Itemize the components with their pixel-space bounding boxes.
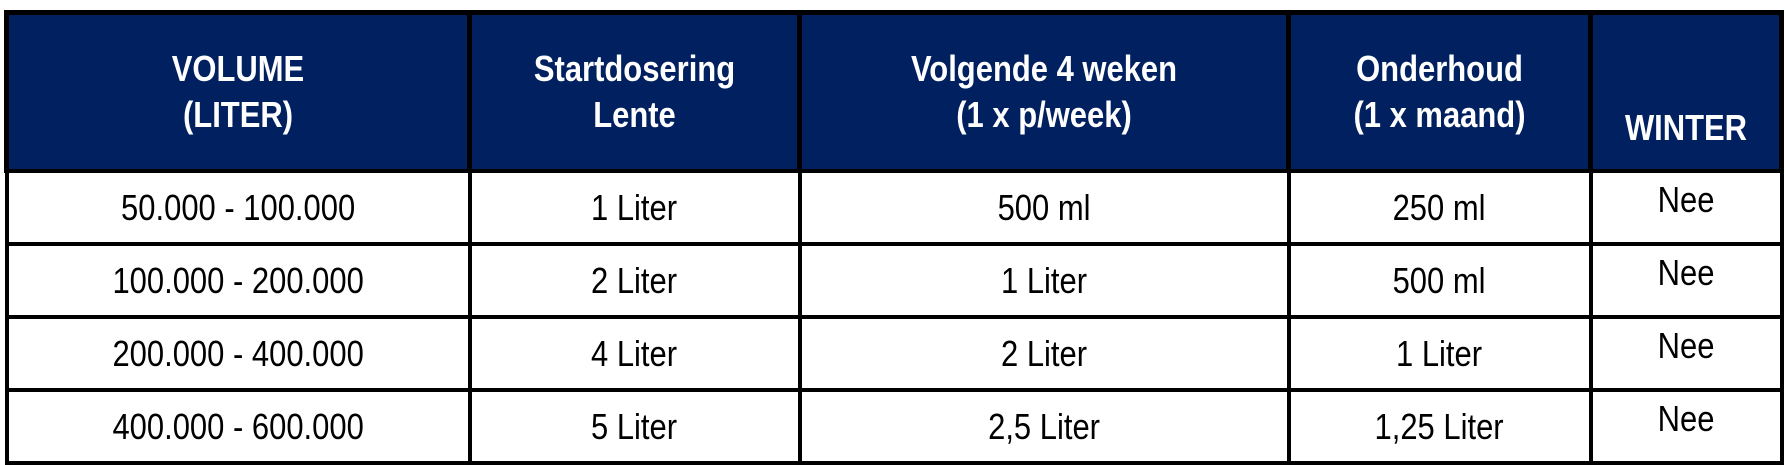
table-row: 100.000 - 200.000 2 Liter 1 Liter 500 ml Nee (4, 242, 1784, 319)
table-cell: Nee (1588, 169, 1784, 246)
table-cell: Nee (1588, 242, 1784, 319)
header-line: VOLUME (171, 48, 305, 89)
cell-text: 2,5 Liter (988, 405, 1100, 447)
table-cell: 4 Liter (467, 315, 802, 392)
table-cell: 400.000 - 600.000 (4, 388, 472, 465)
cell-text: Nee (1657, 325, 1715, 366)
table-cell: 50.000 - 100.000 (4, 169, 472, 246)
cell-text: 2 Liter (591, 259, 678, 301)
cell-text: 1 Liter (1000, 259, 1088, 301)
cell-text: 2 Liter (1000, 332, 1088, 374)
table-cell: 500 ml (797, 169, 1291, 246)
cell-text: 500 ml (1393, 259, 1486, 301)
table-cell: 100.000 - 200.000 (4, 242, 472, 319)
table-cell: 2 Liter (467, 242, 802, 319)
table-cell: 1 Liter (797, 242, 1291, 319)
header-line: WINTER (1624, 107, 1748, 148)
table-row: 400.000 - 600.000 5 Liter 2,5 Liter 1,25 Li… (4, 388, 1784, 465)
table-cell: 200.000 - 400.000 (4, 315, 472, 392)
header-line: Volgende 4 weken (910, 48, 1178, 89)
cell-text: 200.000 - 400.000 (112, 332, 364, 374)
table-cell: 2 Liter (797, 315, 1291, 392)
header-line: (1 x p/week) (956, 94, 1132, 135)
cell-text: 400.000 - 600.000 (112, 405, 364, 447)
table-cell: 250 ml (1286, 169, 1593, 246)
cell-text: 1,25 Liter (1374, 405, 1505, 447)
table-cell: 2,5 Liter (797, 388, 1291, 465)
header-onderhoud: Onderhoud (1 x maand) (1286, 10, 1593, 173)
header-volume: VOLUME (LITER) (4, 10, 472, 173)
cell-text: Nee (1657, 398, 1715, 439)
cell-text: 1 Liter (591, 186, 678, 228)
table-cell: 1 Liter (1286, 315, 1593, 392)
cell-text: 500 ml (997, 186, 1091, 228)
header-line: (LITER) (182, 94, 294, 135)
cell-text: Nee (1657, 252, 1715, 293)
table-cell: Nee (1588, 315, 1784, 392)
header-line: Lente (593, 94, 676, 135)
cell-text: 1 Liter (1396, 332, 1483, 374)
header-row: VOLUME (LITER) Startdosering Lente Volgend… (4, 10, 1784, 173)
header-line: Startdosering (533, 48, 736, 89)
table-row: 200.000 - 400.000 4 Liter 2 Liter 1 Liter Ne… (4, 315, 1784, 392)
cell-text: 4 Liter (591, 332, 678, 374)
header-line: Onderhoud (1356, 48, 1523, 89)
header-winter: WINTER (1588, 10, 1784, 173)
cell-text: 5 Liter (591, 405, 678, 447)
table-cell: 5 Liter (467, 388, 802, 465)
dosage-table: VOLUME (LITER) Startdosering Lente Volgend… (4, 10, 1784, 465)
table-cell: 1,25 Liter (1286, 388, 1593, 465)
header-startdosering: Startdosering Lente (467, 10, 802, 173)
table-cell: Nee (1588, 388, 1784, 465)
cell-text: 100.000 - 200.000 (112, 259, 364, 301)
cell-text: 250 ml (1393, 186, 1486, 228)
table-row: 50.000 - 100.000 1 Liter 500 ml 250 ml Nee (4, 169, 1784, 246)
table-cell: 1 Liter (467, 169, 802, 246)
cell-text: 50.000 - 100.000 (120, 186, 356, 228)
header-line: (1 x maand) (1353, 94, 1526, 135)
header-volgende-4-weken: Volgende 4 weken (1 x p/week) (797, 10, 1291, 173)
cell-text: Nee (1657, 179, 1715, 220)
table-cell: 500 ml (1286, 242, 1593, 319)
